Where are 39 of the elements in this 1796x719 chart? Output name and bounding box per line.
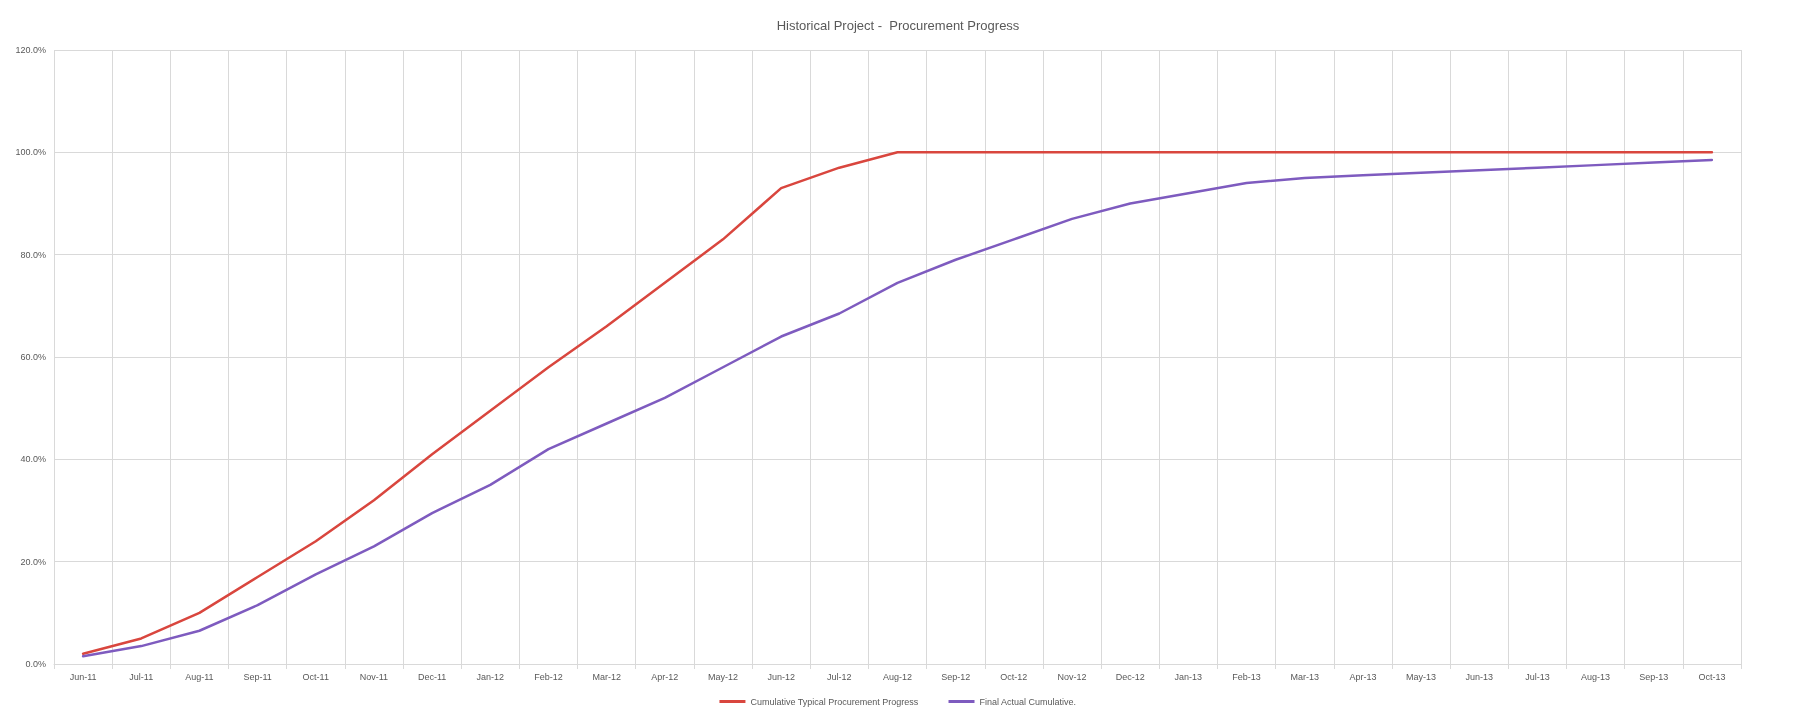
legend-label: Final Actual Cumulative. — [979, 696, 1077, 707]
x-tick-label: Mar-13 — [1290, 671, 1319, 682]
y-tick-label: 0.0% — [25, 659, 46, 669]
x-tick-label: Nov-12 — [1057, 671, 1087, 682]
x-tick-label: Jan-12 — [476, 671, 505, 682]
x-tick-label: Nov-11 — [359, 671, 389, 682]
x-tick-label: Jun-12 — [767, 671, 795, 682]
legend-label: Cumulative Typical Procurement Progress — [750, 696, 919, 707]
x-tick-label: Sep-12 — [941, 671, 971, 682]
x-tick-label: Dec-11 — [417, 671, 447, 682]
x-tick-label: Feb-13 — [1232, 671, 1261, 682]
x-tick-label: Jan-13 — [1174, 671, 1203, 682]
x-tick-label: May-12 — [707, 671, 738, 682]
x-tick-label: Sep-11 — [243, 671, 272, 682]
chart-title: Historical Project - Procurement Progress — [776, 18, 1020, 33]
x-tick-label: Jul-12 — [827, 671, 852, 682]
x-tick-label: Aug-12 — [882, 671, 913, 682]
x-tick-label: Oct-13 — [1698, 671, 1726, 682]
x-tick-label: Sep-13 — [1639, 671, 1669, 682]
y-tick-label: 80.0% — [20, 249, 46, 260]
x-tick-label: Oct-11 — [302, 671, 329, 682]
x-tick-label: Oct-12 — [1000, 671, 1028, 682]
x-tick-label: Apr-12 — [651, 671, 679, 682]
x-tick-label: Dec-12 — [1115, 671, 1145, 682]
x-tick-label: Jul-13 — [1525, 671, 1550, 682]
x-tick-label: Feb-12 — [534, 671, 563, 682]
x-tick-label: Jun-13 — [1465, 671, 1493, 682]
x-tick-label: Aug-13 — [1581, 671, 1611, 682]
x-tick-label: May-13 — [1406, 671, 1437, 682]
y-tick-label: 20.0% — [20, 556, 46, 567]
x-tick-label: Apr-13 — [1349, 671, 1377, 682]
y-tick-label: 40.0% — [20, 454, 46, 465]
y-tick-label: 120.0% — [15, 45, 46, 55]
y-tick-label: 100.0% — [15, 147, 46, 158]
x-tick-label: Mar-12 — [592, 671, 621, 682]
x-tick-label: Jun-11 — [69, 671, 97, 682]
x-tick-label: Aug-11 — [185, 671, 214, 682]
x-tick-label: Jul-11 — [129, 671, 154, 682]
y-tick-label: 60.0% — [20, 352, 46, 362]
